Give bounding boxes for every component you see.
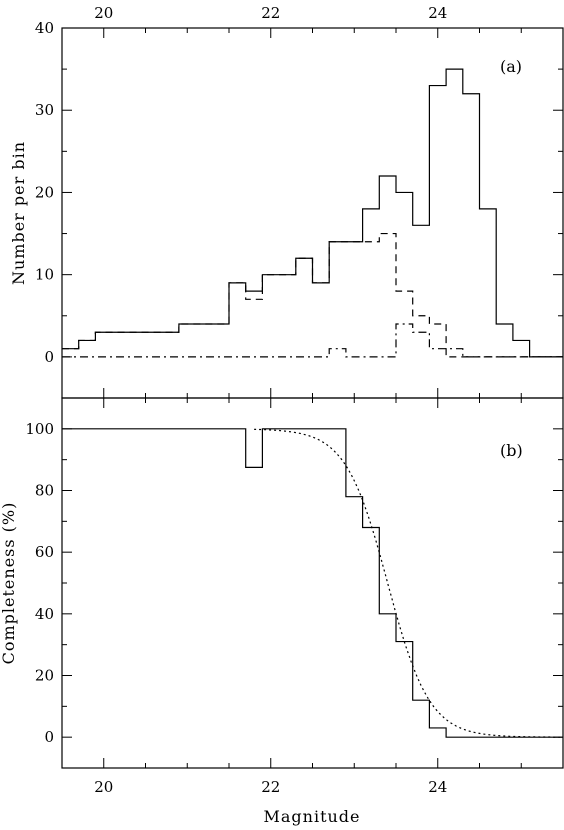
x-tick-label-top: 22 xyxy=(261,4,280,22)
series-dashed-panel-a xyxy=(62,232,563,358)
y-tick-label: 20 xyxy=(35,183,54,201)
series-solid-panel-a xyxy=(62,68,563,358)
panel-b-y-axis-title: Completeness (%) xyxy=(0,502,18,665)
x-tick-label-top: 24 xyxy=(428,4,447,22)
x-tick-label: 20 xyxy=(94,778,113,796)
y-tick-label: 80 xyxy=(35,482,54,500)
series-solid-panel-b xyxy=(62,428,563,738)
y-tick-label: 40 xyxy=(35,19,54,37)
y-tick-label: 20 xyxy=(35,667,54,685)
panel-b-label: (b) xyxy=(500,441,523,460)
x-tick-label: 22 xyxy=(261,778,280,796)
x-tick-label-top: 20 xyxy=(94,4,113,22)
panel-b-frame xyxy=(61,397,564,769)
panel-a-label: (a) xyxy=(500,57,522,76)
y-tick-label: 60 xyxy=(35,543,54,561)
series-dotted-panel-b xyxy=(254,428,563,738)
x-tick-label: 24 xyxy=(428,778,447,796)
panel-a-y-axis-title: Number per bin xyxy=(9,141,28,285)
x-axis-title: Magnitude xyxy=(263,807,360,826)
y-tick-label: 0 xyxy=(44,348,54,366)
series-dash-dot-panel-a xyxy=(62,323,563,358)
panel-a-frame xyxy=(61,27,564,399)
y-tick-label: 40 xyxy=(35,605,54,623)
y-tick-label: 0 xyxy=(44,728,54,746)
y-tick-label: 100 xyxy=(25,420,54,438)
y-tick-label: 10 xyxy=(35,266,54,284)
y-tick-label: 30 xyxy=(35,101,54,119)
